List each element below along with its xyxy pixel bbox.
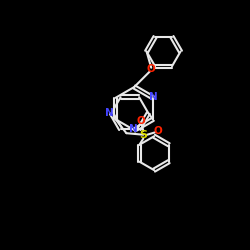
Text: N: N: [129, 124, 138, 134]
Text: O: O: [137, 116, 145, 126]
Text: N: N: [106, 108, 114, 118]
Text: N: N: [149, 92, 158, 102]
Text: O: O: [154, 126, 162, 136]
Text: O: O: [147, 64, 156, 74]
Text: S: S: [139, 130, 147, 140]
